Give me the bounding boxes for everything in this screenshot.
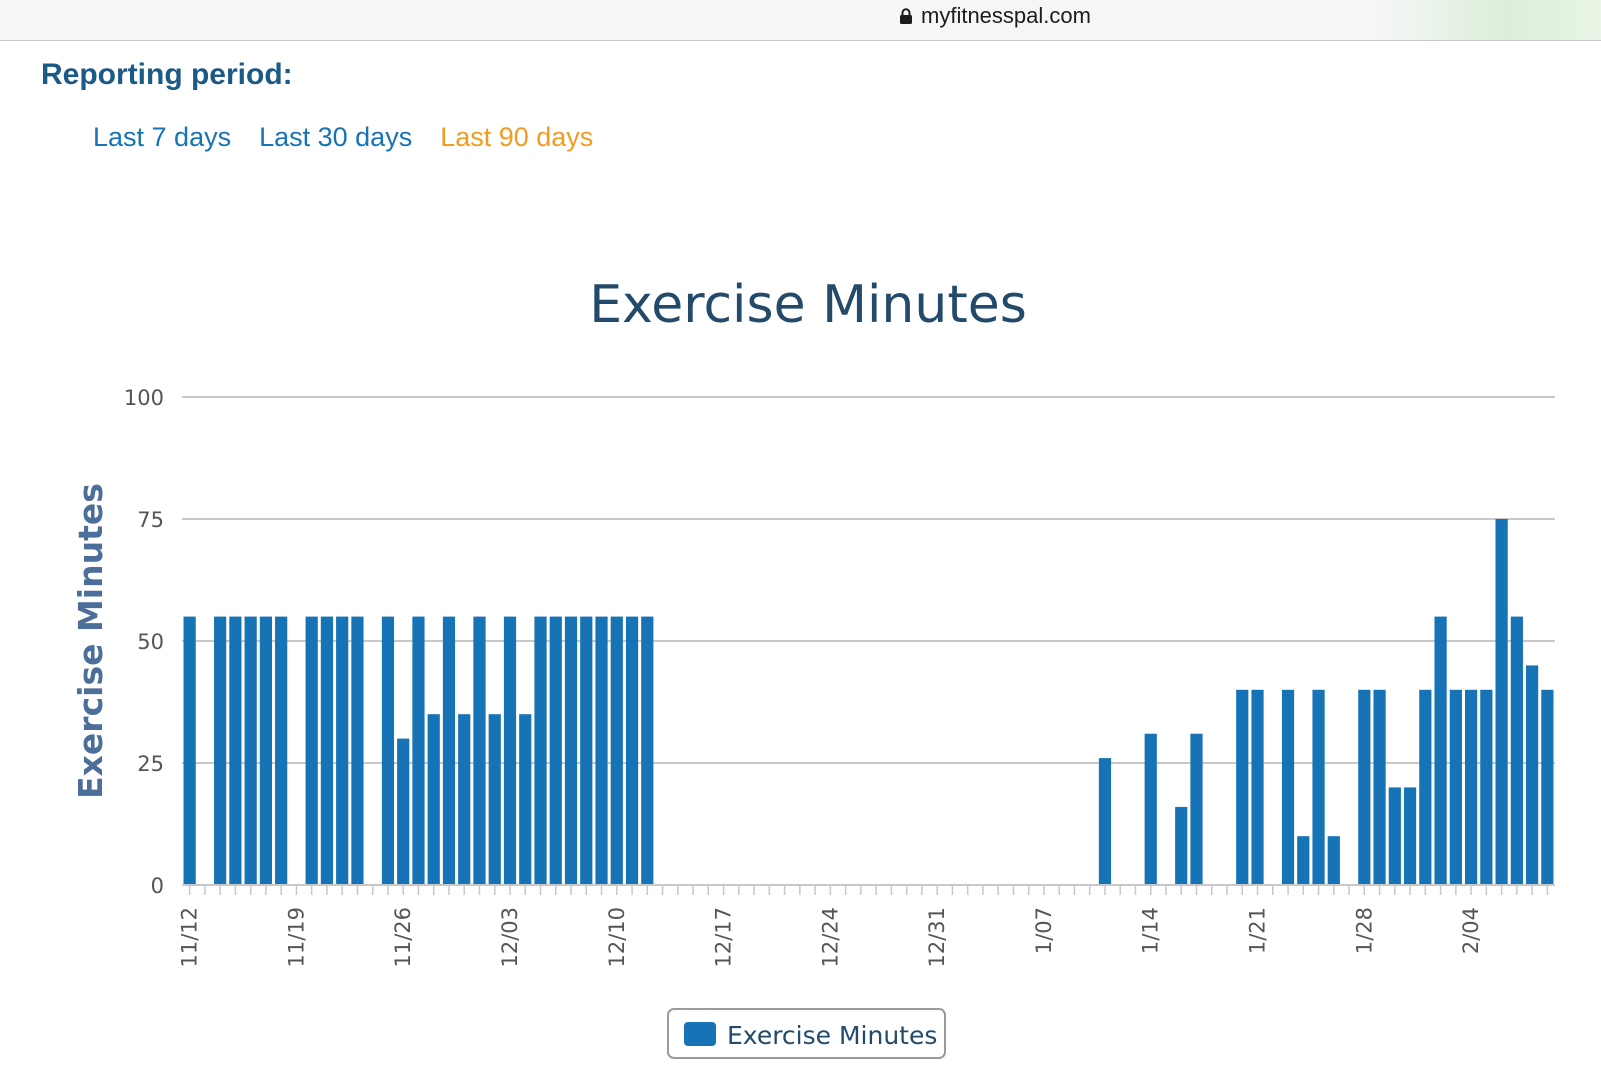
bar[interactable] xyxy=(1373,689,1386,885)
url-text: myfitnesspal.com xyxy=(921,3,1091,28)
bar[interactable] xyxy=(1190,733,1203,885)
bar[interactable] xyxy=(1251,689,1264,885)
y-axis-label: Exercise Minutes xyxy=(71,483,110,799)
x-axis: 11/12 11/19 11/26 12/03 12/10 12/17 12/24 12/31… xyxy=(178,884,1555,968)
bar[interactable] xyxy=(625,616,639,885)
bar[interactable] xyxy=(641,616,654,885)
bar[interactable] xyxy=(1281,689,1295,885)
y-tick-label: 100 xyxy=(124,386,164,410)
y-tick-label: 50 xyxy=(137,630,164,654)
bar[interactable] xyxy=(214,616,227,885)
bar[interactable] xyxy=(1403,787,1417,885)
x-tick-label: 1/21 xyxy=(1246,907,1270,954)
lock-icon xyxy=(900,8,912,24)
bar[interactable] xyxy=(1464,689,1478,885)
bar[interactable] xyxy=(427,714,440,885)
legend-swatch xyxy=(684,1022,716,1046)
bar[interactable] xyxy=(397,738,410,885)
bar[interactable] xyxy=(183,616,196,885)
x-tick-label: 11/19 xyxy=(284,907,308,968)
bar[interactable] xyxy=(1297,836,1310,885)
bar[interactable] xyxy=(244,616,257,885)
bar[interactable] xyxy=(1510,616,1523,885)
bar[interactable] xyxy=(1388,787,1401,885)
x-tick-label: 11/26 xyxy=(391,907,415,968)
x-tick-label: 12/03 xyxy=(498,907,522,968)
bar[interactable] xyxy=(305,616,318,885)
bar[interactable] xyxy=(1495,519,1508,885)
reporting-period-title: Reporting period: xyxy=(41,58,293,91)
bars xyxy=(183,519,1554,885)
bar[interactable] xyxy=(275,616,288,885)
bar[interactable] xyxy=(320,616,334,885)
reporting-period-options: Last 7 days Last 30 days Last 90 days xyxy=(93,122,621,153)
bar[interactable] xyxy=(1541,689,1554,885)
period-last-90-days[interactable]: Last 90 days xyxy=(440,122,594,152)
period-last-30-days[interactable]: Last 30 days xyxy=(259,122,413,152)
bar[interactable] xyxy=(1434,616,1447,885)
bar[interactable] xyxy=(1098,758,1112,885)
y-tick-label: 0 xyxy=(151,874,164,898)
bar[interactable] xyxy=(503,616,517,885)
bar[interactable] xyxy=(1419,689,1432,885)
bar[interactable] xyxy=(351,616,364,885)
bar[interactable] xyxy=(580,616,593,885)
bar[interactable] xyxy=(1449,689,1462,885)
address-bar-glow xyxy=(1371,0,1601,40)
period-last-7-days[interactable]: Last 7 days xyxy=(93,122,232,152)
bar[interactable] xyxy=(1236,689,1249,885)
y-tick-label: 25 xyxy=(137,752,164,776)
bar[interactable] xyxy=(336,616,349,885)
x-tick-label: 2/04 xyxy=(1459,907,1483,954)
bar[interactable] xyxy=(229,616,242,885)
legend-label: Exercise Minutes xyxy=(727,1021,937,1050)
x-tick-label: 1/28 xyxy=(1352,907,1376,954)
address-bar-url[interactable]: myfitnesspal.com xyxy=(899,3,1091,29)
bar[interactable] xyxy=(549,616,562,885)
bar[interactable] xyxy=(381,616,395,885)
bar[interactable] xyxy=(442,616,456,885)
bar[interactable] xyxy=(1144,733,1157,885)
bar[interactable] xyxy=(458,714,471,885)
bar[interactable] xyxy=(534,616,547,885)
legend[interactable]: Exercise Minutes xyxy=(667,1008,946,1059)
x-tick-label: 12/10 xyxy=(605,907,629,968)
bar[interactable] xyxy=(1526,665,1539,885)
legend-box xyxy=(667,1008,946,1059)
bar[interactable] xyxy=(259,616,273,885)
bar[interactable] xyxy=(1175,806,1188,885)
bar[interactable] xyxy=(1312,689,1325,885)
bar[interactable] xyxy=(412,616,425,885)
x-tick-label: 1/07 xyxy=(1032,907,1056,954)
bar[interactable] xyxy=(473,616,486,885)
x-tick-label: 12/31 xyxy=(925,907,949,968)
x-tick-label: 12/24 xyxy=(818,907,842,968)
bar[interactable] xyxy=(1358,689,1371,885)
browser-address-bar[interactable]: myfitnesspal.com xyxy=(0,0,1601,41)
x-tick-label: 12/17 xyxy=(712,907,736,968)
bar[interactable] xyxy=(488,714,501,885)
y-axis-ticks: 0 25 50 75 100 xyxy=(124,386,164,898)
x-tick-label: 1/14 xyxy=(1139,907,1163,954)
bar[interactable] xyxy=(1327,836,1340,885)
bar[interactable] xyxy=(1480,689,1493,885)
bar[interactable] xyxy=(610,616,623,885)
bar[interactable] xyxy=(519,714,532,885)
x-tick-label: 11/12 xyxy=(178,907,202,968)
chart-title: Exercise Minutes xyxy=(589,275,1027,335)
bar[interactable] xyxy=(595,616,608,885)
bar[interactable] xyxy=(564,616,578,885)
y-tick-label: 75 xyxy=(137,508,164,532)
